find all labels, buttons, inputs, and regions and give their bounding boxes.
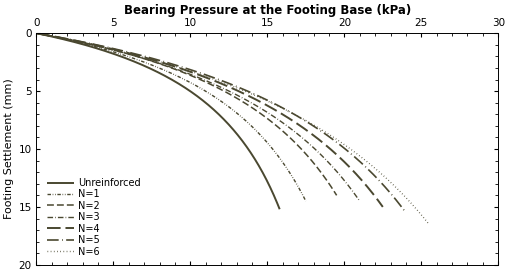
N=5: [34, 32, 40, 35]
N=5: [37, 32, 43, 35]
Legend: Unreinforced, N=1, N=2, N=3, N=4, N=5, N=6: Unreinforced, N=1, N=2, N=3, N=4, N=5, N…: [44, 175, 144, 260]
N=5: [331, 138, 337, 142]
N=3: [294, 131, 300, 135]
N=1: [36, 32, 42, 35]
N=2: [324, 178, 330, 182]
Unreinforced: [34, 32, 40, 35]
N=1: [34, 32, 40, 35]
N=6: [411, 205, 417, 208]
N=4: [358, 178, 364, 181]
Unreinforced: [239, 139, 245, 143]
Line: N=5: N=5: [37, 33, 406, 213]
N=1: [256, 131, 262, 135]
N=1: [288, 173, 294, 176]
Line: N=1: N=1: [37, 33, 306, 201]
N=5: [390, 194, 396, 197]
Unreinforced: [276, 208, 282, 211]
Line: N=6: N=6: [37, 33, 429, 224]
N=3: [34, 32, 40, 35]
Y-axis label: Footing Settlement (mm): Footing Settlement (mm): [4, 79, 14, 219]
N=5: [334, 141, 341, 145]
Unreinforced: [237, 136, 243, 139]
Unreinforced: [36, 32, 42, 35]
N=3: [37, 32, 43, 35]
N=2: [277, 128, 284, 131]
N=6: [349, 148, 355, 152]
N=3: [297, 134, 303, 138]
N=3: [293, 131, 299, 134]
N=2: [316, 168, 322, 172]
N=1: [294, 184, 300, 187]
N=6: [426, 223, 432, 226]
N=3: [345, 184, 351, 187]
N=2: [36, 32, 42, 35]
N=2: [333, 194, 340, 197]
N=5: [403, 211, 409, 215]
N=1: [258, 134, 264, 138]
Unreinforced: [237, 136, 243, 140]
N=4: [34, 32, 40, 35]
N=4: [367, 189, 374, 192]
N=5: [330, 138, 336, 141]
N=6: [345, 145, 351, 149]
Line: N=2: N=2: [37, 33, 336, 195]
N=4: [380, 205, 386, 208]
N=6: [400, 192, 406, 196]
N=4: [37, 32, 43, 35]
N=2: [34, 32, 40, 35]
X-axis label: Bearing Pressure at the Footing Base (kPa): Bearing Pressure at the Footing Base (kP…: [124, 4, 411, 17]
N=1: [303, 199, 309, 203]
Line: Unreinforced: Unreinforced: [37, 33, 279, 209]
N=2: [281, 131, 287, 134]
N=6: [34, 32, 40, 35]
N=3: [336, 173, 343, 176]
Line: N=3: N=3: [37, 33, 360, 201]
N=4: [316, 138, 322, 141]
Unreinforced: [270, 191, 276, 194]
Unreinforced: [264, 180, 270, 183]
N=5: [380, 183, 386, 186]
Line: N=4: N=4: [37, 33, 383, 207]
N=6: [37, 32, 43, 35]
N=2: [278, 128, 284, 131]
N=3: [357, 199, 363, 203]
N=4: [312, 135, 318, 138]
N=1: [255, 131, 261, 134]
N=4: [312, 134, 318, 138]
N=6: [344, 145, 350, 148]
